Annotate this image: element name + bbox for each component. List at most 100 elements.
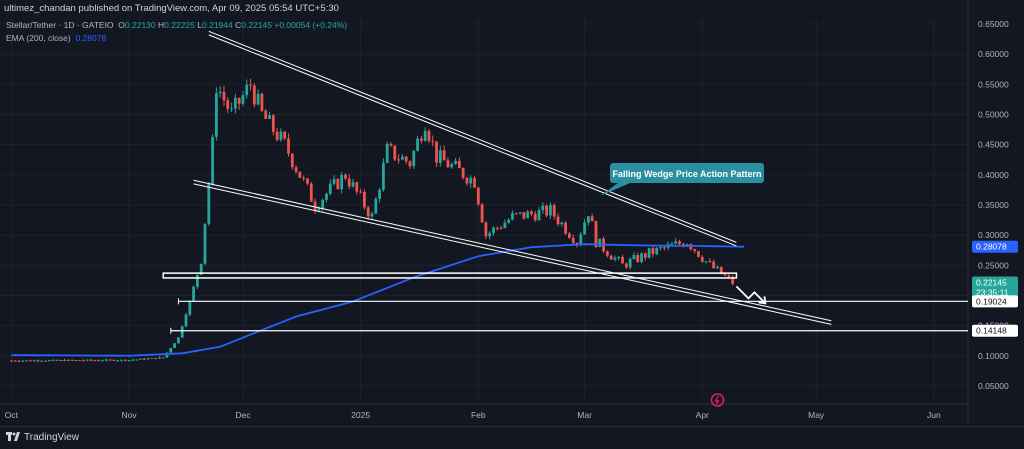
x-tick-label: 2025 [351,410,370,420]
candle-body [70,359,74,361]
candle-body [173,343,177,348]
candle-body [302,177,306,179]
candle-body [112,359,116,361]
ema-price-tag-bg [972,240,1018,253]
last-price-tag-bg [972,276,1018,299]
candle-body [127,360,131,362]
support-2-price-tag: 0.14148 [972,324,1018,337]
candle-body [177,337,180,344]
x-tick-label: May [808,410,825,420]
candle-body [340,174,344,190]
candle-body [195,274,199,287]
candle-body [465,177,469,184]
candle-body [579,234,583,245]
candle-body [522,212,526,219]
candle-body [249,84,252,86]
candle-body [287,138,290,154]
candle-body [317,208,321,211]
ema-price-tag-text: 0.28078 [976,242,1007,252]
y-tick-label: 0.10000 [978,351,1009,361]
candle-body [431,140,435,142]
change-value: +0.00054 (+0.24%) [274,20,348,30]
candle-body [674,241,678,244]
candle-body [378,189,382,199]
countdown-text: 23:35:11 [976,288,1009,298]
candle-body [385,143,389,163]
candle-body [146,358,150,360]
candle-body [321,199,325,209]
candle-body [632,255,636,260]
candle-body [283,131,287,139]
candle-body [530,211,533,215]
symbol-legend[interactable]: Stellar/Tether · 1D · GATEIO O0.22130 H0… [6,20,347,30]
x-tick-label: Nov [122,410,138,420]
candle-body [586,216,590,223]
candle-body [226,100,230,109]
candle-body [598,238,602,248]
candle-body [47,360,51,362]
candle-body [473,177,476,188]
candle-body [617,256,621,258]
candle-body [621,256,624,264]
candle-body [583,222,586,235]
candle-body [233,97,237,109]
candle-body [55,359,59,361]
candle-body [169,347,173,353]
candle-body [268,115,271,119]
candle-body [389,143,393,146]
close-label: C [235,20,242,30]
candle-body [628,259,632,268]
y-tick-label: 0.50000 [978,110,1009,120]
candle-body [51,359,55,361]
ema-legend[interactable]: EMA (200, close) 0.28078 [6,33,106,43]
support-1-price-tag-text: 0.19024 [976,296,1007,306]
ema-price-tag: 0.28078 [972,240,1018,253]
candle-body [271,115,275,132]
candle-body [731,276,735,284]
event-bolt-icon [714,395,720,405]
support-2-price-tag-bg [972,324,1018,337]
high-label: H [158,20,165,30]
candle-body [28,360,32,362]
candle-body [461,168,465,178]
candle-body [537,209,541,221]
candle-body [332,178,336,184]
candle-body [499,227,503,229]
candle-body [416,138,419,151]
candle-body [222,91,226,101]
candle-body [484,222,488,237]
candle-body [442,150,446,161]
brand[interactable]: TradingView [6,432,79,443]
candle-body [359,191,363,193]
candle-body [36,360,40,362]
candle-body [393,145,397,160]
candle-body [716,266,719,269]
lower-wedge-trendline-top [193,179,832,322]
candle-body [139,358,142,360]
candle-body [636,255,640,262]
candle-body [260,93,264,111]
candle-body [400,156,404,160]
y-tick-label: 0.55000 [978,79,1009,89]
candle-body [704,261,708,263]
candle-body [192,286,195,301]
candle-body [203,223,207,264]
candle-body [344,174,347,179]
candle-body [21,360,25,362]
candle-body [419,138,423,142]
candle-body [370,213,374,217]
ema-value: 0.28078 [75,33,107,43]
y-tick-label: 0.65000 [978,19,1009,29]
candle-body [180,326,184,338]
footer-bar: TradingView [0,426,1024,449]
candle-body [727,275,731,277]
high-value: 0.22225 [164,20,195,30]
candle-body [556,216,560,225]
candle-body [438,150,442,163]
candle-body [199,263,203,275]
candle-body [252,85,256,105]
candle-body [207,183,211,224]
x-tick-label: Apr [696,410,709,420]
